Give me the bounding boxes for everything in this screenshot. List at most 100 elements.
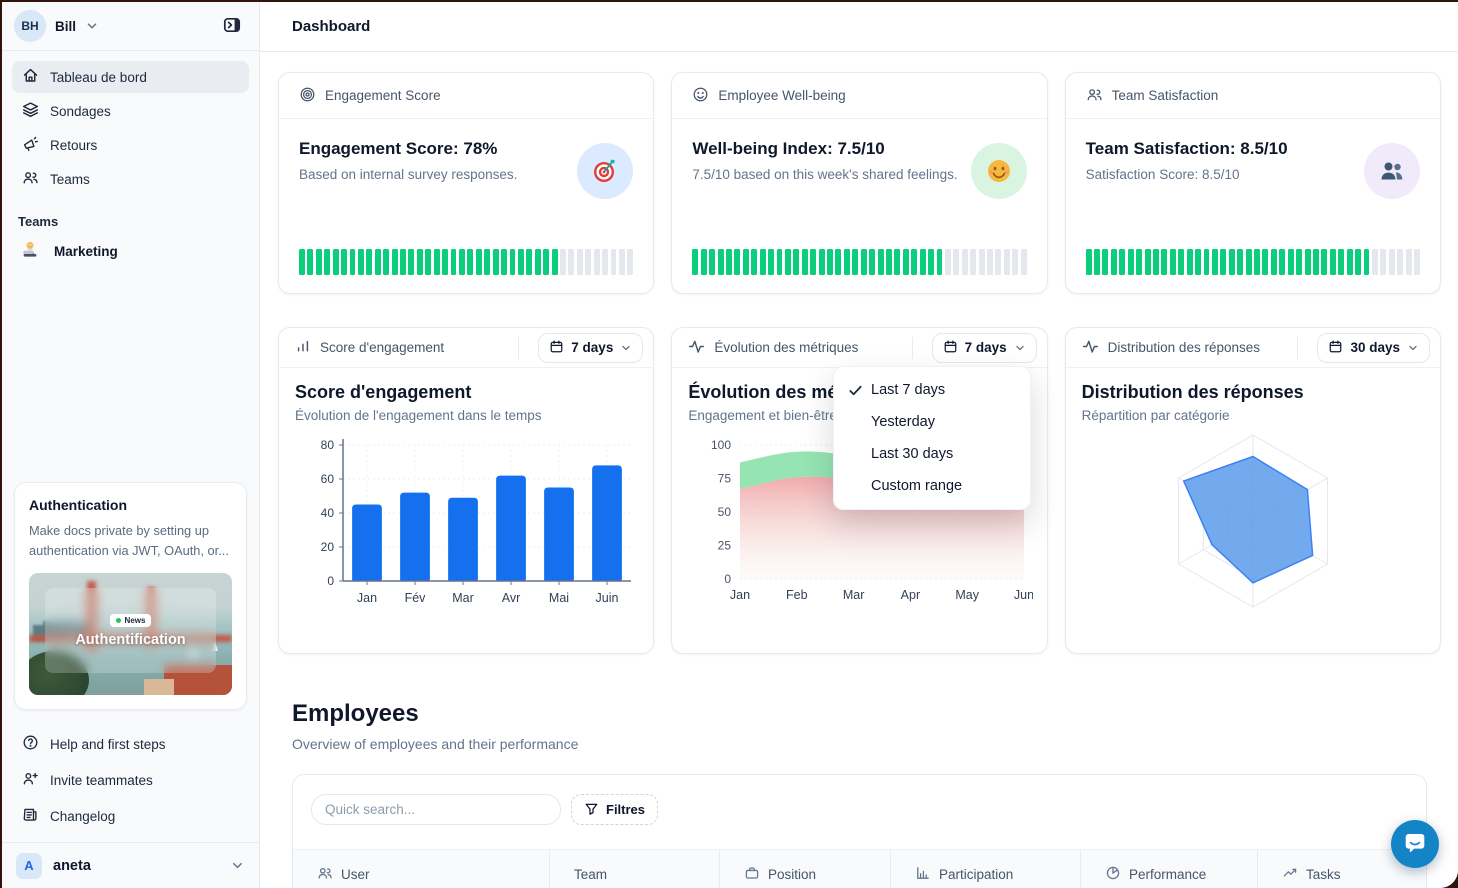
responses-distribution-card: Distribution des réponses 30 days Distri… bbox=[1064, 327, 1441, 654]
column-label: Performance bbox=[1129, 867, 1207, 882]
column-header-position[interactable]: Position bbox=[719, 850, 890, 888]
column-header-participation[interactable]: Participation bbox=[890, 850, 1080, 888]
check-icon bbox=[848, 383, 871, 398]
chevron-down-icon bbox=[1407, 342, 1419, 354]
target-icon bbox=[299, 86, 316, 106]
column-header-performance[interactable]: Performance bbox=[1080, 850, 1257, 888]
engagement-progress-bar bbox=[299, 249, 634, 275]
card-header-label: Évolution des métriques bbox=[714, 340, 859, 355]
engagement-score-card: Engagement Score Engagement Score: 78% B… bbox=[278, 72, 655, 294]
column-header-user[interactable]: User bbox=[293, 850, 549, 888]
card-body: Distribution des réponses Répartition pa… bbox=[1066, 368, 1440, 623]
user-name[interactable]: Bill bbox=[55, 18, 77, 34]
filter-funnel-icon bbox=[584, 801, 599, 819]
card-body: Engagement Score: 78% Based on internal … bbox=[279, 119, 653, 249]
period-select-30days[interactable]: 30 days bbox=[1317, 332, 1430, 363]
menu-item-last-30-days[interactable]: Last 30 days bbox=[834, 438, 1030, 470]
column-header-tasks[interactable]: Tasks bbox=[1257, 850, 1426, 888]
megaphone-icon bbox=[22, 135, 39, 155]
sidebar-team-marketing[interactable]: Marketing bbox=[2, 235, 259, 267]
card-body: Well-being Index: 7.5/10 7.5/10 based on… bbox=[672, 119, 1046, 249]
avatar[interactable]: BH bbox=[14, 10, 46, 42]
promo-image-building bbox=[144, 679, 174, 695]
stat-subtitle: Satisfaction Score: 8.5/10 bbox=[1085, 167, 1240, 182]
column-header-team[interactable]: Team bbox=[549, 850, 719, 888]
sidebar-item-help[interactable]: Help and first steps bbox=[12, 728, 249, 760]
authentication-promo-card[interactable]: Authentication Make docs private by sett… bbox=[14, 482, 247, 710]
svg-text:75: 75 bbox=[718, 472, 732, 486]
collapse-sidebar-button[interactable] bbox=[217, 11, 247, 41]
period-select-7days-open[interactable]: 7 days bbox=[931, 332, 1037, 363]
team-satisfaction-card: Team Satisfaction Team Satisfaction: 8.5… bbox=[1064, 72, 1441, 294]
divider bbox=[518, 336, 520, 359]
svg-text:20: 20 bbox=[321, 540, 335, 554]
card-header: Employee Well-being bbox=[672, 73, 1047, 119]
activity-icon bbox=[688, 338, 705, 358]
sidebar-nav: Tableau de bord Sondages Retours Teams bbox=[2, 51, 259, 205]
engagement-bar-chart: 0 20 40 60 80 Jan Fév Mar Avr Mai Juin bbox=[321, 438, 631, 605]
svg-text:Jun: Jun bbox=[1014, 588, 1033, 602]
users-icon bbox=[317, 865, 333, 884]
team-item-label: Marketing bbox=[54, 243, 118, 259]
activity-icon bbox=[1082, 338, 1099, 358]
menu-item-label: Last 30 days bbox=[871, 446, 954, 462]
main-content: Engagement Score Engagement Score: 78% B… bbox=[260, 52, 1458, 888]
workspace-avatar: A bbox=[16, 852, 42, 879]
workspace-switcher[interactable]: A aneta bbox=[2, 842, 259, 888]
svg-text:Mai: Mai bbox=[549, 591, 569, 605]
stat-cards-row: Engagement Score Engagement Score: 78% B… bbox=[278, 72, 1441, 294]
chevron-down-icon bbox=[1014, 342, 1026, 354]
sidebar-item-label: Help and first steps bbox=[50, 736, 166, 752]
chart-subtitle: Répartition par catégorie bbox=[1081, 408, 1230, 423]
column-label: Participation bbox=[939, 867, 1014, 882]
period-select-7days[interactable]: 7 days bbox=[538, 332, 644, 363]
dart-target-emoji bbox=[577, 143, 634, 199]
card-body: Score d'engagement Évolution de l'engage… bbox=[279, 368, 653, 620]
teams-section-label: Teams bbox=[18, 214, 59, 229]
card-header: Distribution des réponses 30 days bbox=[1065, 328, 1440, 368]
briefcase-icon bbox=[744, 865, 760, 884]
sidebar-item-label: Changelog bbox=[50, 808, 116, 824]
stat-title: Team Satisfaction: 8.5/10 bbox=[1085, 139, 1288, 158]
svg-text:60: 60 bbox=[321, 472, 335, 486]
svg-text:Mar: Mar bbox=[452, 591, 474, 605]
filters-label: Filtres bbox=[606, 802, 646, 817]
svg-text:50: 50 bbox=[718, 505, 732, 519]
sidebar-item-feedback[interactable]: Retours bbox=[12, 129, 249, 161]
promo-image[interactable]: News Authentification bbox=[29, 573, 232, 695]
chat-launcher-button[interactable] bbox=[1391, 820, 1439, 868]
smiling-face-emoji bbox=[970, 143, 1027, 199]
sidebar-item-label: Tableau de bord bbox=[50, 69, 147, 85]
calendar-icon bbox=[549, 339, 564, 357]
sidebar-item-invite[interactable]: Invite teammates bbox=[12, 764, 249, 796]
menu-item-yesterday[interactable]: Yesterday bbox=[834, 406, 1030, 438]
svg-text:80: 80 bbox=[321, 438, 335, 452]
card-header-label: Score d'engagement bbox=[320, 340, 445, 355]
stat-subtitle: 7.5/10 based on this week's shared feeli… bbox=[692, 167, 958, 182]
filters-button[interactable]: Filtres bbox=[571, 794, 659, 825]
sidebar-item-surveys[interactable]: Sondages bbox=[12, 95, 249, 127]
sidebar-item-teams[interactable]: Teams bbox=[12, 163, 249, 195]
divider bbox=[911, 336, 913, 359]
chart-title: Score d'engagement bbox=[295, 382, 472, 402]
sidebar-footer-nav: Help and first steps Invite teammates Ch… bbox=[2, 720, 259, 836]
menu-item-last-7-days[interactable]: Last 7 days bbox=[834, 374, 1030, 406]
period-label: 30 days bbox=[1350, 340, 1400, 355]
chevron-down-icon[interactable] bbox=[85, 19, 99, 33]
chart-subtitle: Engagement et bien-être bbox=[688, 408, 837, 423]
promo-caption: Authentification bbox=[75, 631, 186, 648]
svg-text:Avr: Avr bbox=[502, 591, 521, 605]
sidebar-item-dashboard[interactable]: Tableau de bord bbox=[12, 61, 249, 93]
search-input[interactable] bbox=[311, 794, 561, 825]
menu-item-label: Custom range bbox=[871, 478, 963, 494]
sidebar-item-changelog[interactable]: Changelog bbox=[12, 800, 249, 832]
menu-item-custom-range[interactable]: Custom range bbox=[834, 470, 1030, 502]
chevron-down-icon bbox=[620, 342, 632, 354]
wellbeing-progress-bar bbox=[692, 249, 1027, 275]
home-icon bbox=[22, 67, 39, 87]
card-header-label: Team Satisfaction bbox=[1111, 88, 1219, 103]
card-header-label: Engagement Score bbox=[325, 88, 441, 103]
sidebar-item-label: Invite teammates bbox=[50, 772, 153, 788]
menu-item-label: Yesterday bbox=[871, 414, 935, 430]
page-title: Dashboard bbox=[292, 18, 371, 35]
